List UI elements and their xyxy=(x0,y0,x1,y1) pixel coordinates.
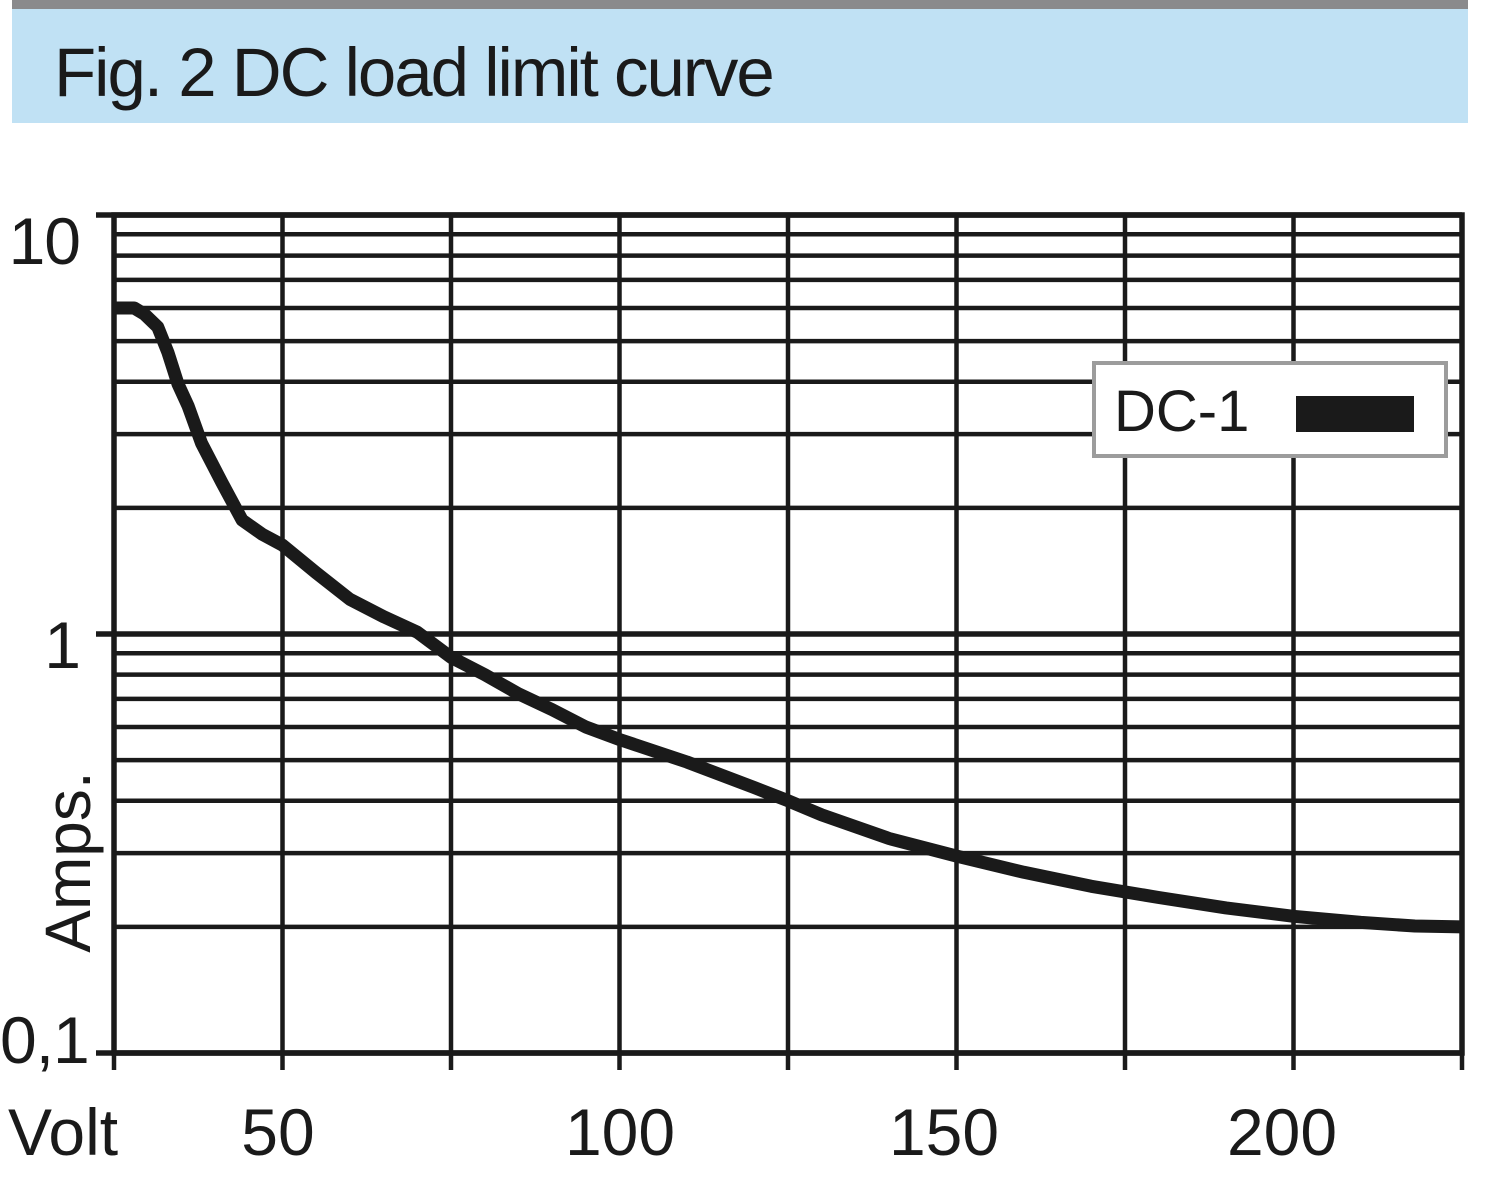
y-axis-title: Amps. xyxy=(32,771,104,953)
figure-title: Fig. 2 DC load limit curve xyxy=(54,34,775,111)
legend-label-dc1: DC-1 xyxy=(1114,379,1250,444)
legend-box: DC-1 xyxy=(1092,361,1448,458)
legend-swatch-dc1 xyxy=(1296,396,1414,432)
x-axis-title: Volt xyxy=(8,1095,119,1169)
y-tick-label-10: 10 xyxy=(8,204,81,278)
y-tick-label-1: 1 xyxy=(44,608,81,682)
x-tick-label-150: 150 xyxy=(888,1095,1000,1169)
top-gray-bar xyxy=(12,0,1468,9)
x-tick-label-200: 200 xyxy=(1226,1095,1338,1169)
x-tick-label-50: 50 xyxy=(241,1095,315,1169)
x-tick-label-100: 100 xyxy=(564,1095,676,1169)
y-tick-label-0-1: 0,1 xyxy=(0,1003,90,1077)
title-banner: Fig. 2 DC load limit curve xyxy=(12,9,1468,123)
